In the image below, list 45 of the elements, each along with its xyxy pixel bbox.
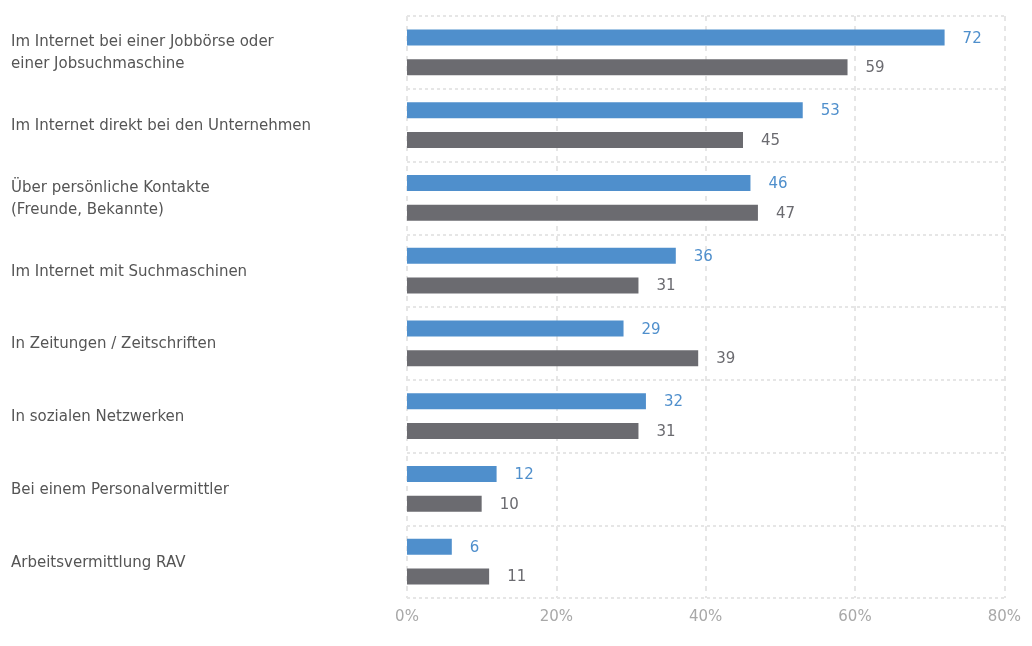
bar	[407, 538, 452, 555]
data-label: 31	[656, 421, 676, 440]
y-tick-label: Im Internet mit Suchmaschinen	[11, 261, 248, 280]
x-tick-label: 0%	[395, 606, 419, 625]
x-tick-label: 20%	[539, 606, 573, 625]
bar	[407, 320, 624, 337]
bar	[407, 393, 646, 410]
data-label: 47	[775, 203, 796, 222]
data-label: 53	[820, 101, 840, 120]
data-label: 36	[693, 246, 713, 265]
data-label: 12	[514, 465, 534, 484]
bar	[407, 568, 490, 585]
data-label: 46	[768, 174, 788, 193]
bar	[407, 131, 743, 148]
data-label: 29	[641, 319, 661, 338]
x-tick-label: 80%	[987, 606, 1021, 625]
y-tick-label: Über persönliche Kontakte (Freunde, Bekannte)	[11, 176, 210, 218]
x-tick-label: 40%	[688, 606, 723, 625]
bar	[407, 102, 803, 119]
data-label: 59	[865, 58, 885, 77]
bar	[407, 495, 482, 512]
data-label: 45	[761, 130, 781, 149]
data-label: 72	[962, 28, 982, 47]
data-label: 6	[469, 537, 480, 556]
bar	[407, 422, 639, 439]
bar	[407, 175, 751, 192]
data-label: 11	[507, 567, 527, 586]
y-tick-label: Im Internet bei einer Jobbörse oder einer Jobsuchmaschine	[11, 32, 275, 73]
data-label: 31	[656, 276, 676, 295]
y-tick-label: In sozialen Netzwerken	[11, 407, 185, 426]
bar	[407, 204, 758, 221]
y-tick-label: Im Internet direkt bei den Unternehmen	[11, 116, 312, 135]
bar	[407, 277, 639, 294]
data-label: 32	[663, 392, 684, 411]
bar	[407, 466, 497, 483]
y-tick-label: Arbeitsvermittlung RAV	[11, 552, 187, 571]
y-tick-label: Bei einem Personalvermittler	[11, 479, 230, 498]
x-tick-label: 60%	[838, 606, 872, 625]
y-tick-label: In Zeitungen / Zeitschriften	[11, 334, 217, 353]
data-label: 39	[716, 349, 736, 368]
bar	[407, 59, 848, 76]
bar	[407, 29, 945, 46]
data-label: 10	[499, 494, 519, 513]
bar	[407, 350, 699, 367]
bar	[407, 247, 676, 264]
